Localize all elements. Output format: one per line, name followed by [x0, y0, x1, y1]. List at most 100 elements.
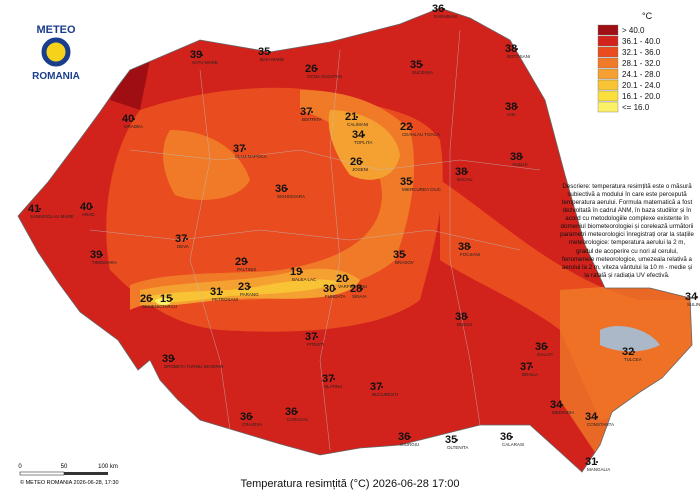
station-value: 36: [398, 431, 410, 443]
legend-swatch: [597, 68, 619, 80]
station-dot: [443, 8, 445, 10]
legend-label: 24.1 - 28.0: [622, 70, 661, 79]
station-dot: [633, 351, 635, 353]
station-value: 35: [393, 249, 405, 261]
station-dot: [531, 366, 533, 368]
station-value: 26: [350, 156, 362, 168]
station-dot: [409, 436, 411, 438]
logo: METEO ROMANIA: [32, 24, 80, 82]
station-name: TULCEA: [624, 357, 642, 362]
station-name: TARCU: [162, 304, 177, 309]
station-name: BUZAU: [457, 322, 472, 327]
station-name: VASLUI: [512, 162, 528, 167]
station-dot: [456, 439, 458, 441]
station-value: 20: [336, 273, 348, 285]
station-value: 40: [80, 201, 92, 213]
station-dot: [696, 296, 698, 298]
station-value: 35: [445, 434, 457, 446]
legend-label: 32.1 - 36.0: [622, 48, 661, 57]
station-name: JOSENI: [352, 167, 368, 172]
legend-label: 20.1 - 24.0: [622, 81, 661, 90]
station-name: ORADEA: [124, 124, 143, 129]
station-name: SUCEAVA: [412, 70, 433, 75]
station-name: BISTRITA: [302, 117, 322, 122]
station-dot: [133, 118, 135, 120]
station-value: 39: [190, 49, 202, 61]
legend-label: 16.1 - 20.0: [622, 92, 661, 101]
legend-unit: °C: [642, 11, 653, 21]
station-value: 29: [235, 256, 247, 268]
station-value: 37: [175, 233, 187, 245]
station-dot: [39, 208, 41, 210]
station-name: PARANG: [240, 292, 259, 297]
station-name: SANNICOLAU MARE: [30, 214, 74, 219]
station-value: 35: [400, 176, 412, 188]
station-dot: [316, 336, 318, 338]
station-value: 36: [500, 431, 512, 443]
station-name: BAIA MARE: [260, 57, 284, 62]
station-name: IASI: [507, 112, 516, 117]
station-value: 36: [240, 411, 252, 423]
station-dot: [361, 161, 363, 163]
legend-label: <= 16.0: [622, 103, 650, 112]
station-dot: [244, 148, 246, 150]
station-dot: [173, 358, 175, 360]
station-name: GALATI: [537, 352, 553, 357]
station-dot: [296, 411, 298, 413]
station-value: 35: [410, 59, 422, 71]
station-name: BOTOSANI: [507, 54, 530, 59]
station-value: 38: [458, 241, 470, 253]
station-dot: [521, 156, 523, 158]
station-name: CRAIOVA: [242, 422, 262, 427]
station-name: CEAHLAU TOACA: [402, 132, 440, 137]
legend-swatch: [597, 35, 619, 47]
logo-top: METEO: [36, 24, 76, 36]
station-value: 34: [550, 399, 563, 411]
legend-label: 28.1 - 32.0: [622, 59, 661, 68]
station-name: CARACAL: [287, 417, 309, 422]
station-name: ARAD: [82, 212, 95, 217]
station-dot: [466, 171, 468, 173]
station-dot: [91, 206, 93, 208]
station-dot: [251, 416, 253, 418]
station-name: FOCSANI: [460, 252, 480, 257]
legend-swatch: [597, 79, 619, 91]
station-value: 38: [505, 43, 517, 55]
legend-label: > 40.0: [622, 26, 645, 35]
station-value: 32: [622, 346, 634, 358]
station-value: 31: [210, 286, 222, 298]
station-value: 22: [400, 121, 412, 133]
station-name: PETROSANI: [212, 297, 238, 302]
station-name: GIURGIU: [400, 442, 419, 447]
station-name: PITESTI: [307, 342, 324, 347]
station-value: 38: [455, 311, 467, 323]
station-value: 38: [510, 151, 522, 163]
station-dot: [334, 288, 336, 290]
station-name: OCNA SUGATAG: [307, 74, 343, 79]
station-dot: [221, 291, 223, 293]
station-name: PALTINIS: [237, 267, 256, 272]
station-dot: [516, 106, 518, 108]
station-dot: [311, 111, 313, 113]
station-name: BRASOV: [395, 260, 414, 265]
station-name: CONSTANTA: [587, 422, 614, 427]
station-dot: [421, 64, 423, 66]
station-name: FUNDATA: [325, 294, 346, 299]
station-value: 36: [285, 406, 297, 418]
station-name: TIMISOARA: [92, 260, 117, 265]
county-borders: [89, 29, 541, 451]
station-value: 35: [258, 46, 270, 58]
station-name: CALIMANI: [347, 122, 368, 127]
station-name: DARABANI: [434, 14, 457, 19]
station-dot: [301, 271, 303, 273]
scale-mid: 50: [61, 464, 68, 470]
station-value: 26: [305, 63, 317, 75]
station-name: DEVA: [177, 244, 189, 249]
station-value: 34: [685, 291, 698, 303]
station-value: 37: [300, 106, 312, 118]
legend-swatch: [597, 24, 619, 36]
station-value: 15: [160, 293, 172, 305]
